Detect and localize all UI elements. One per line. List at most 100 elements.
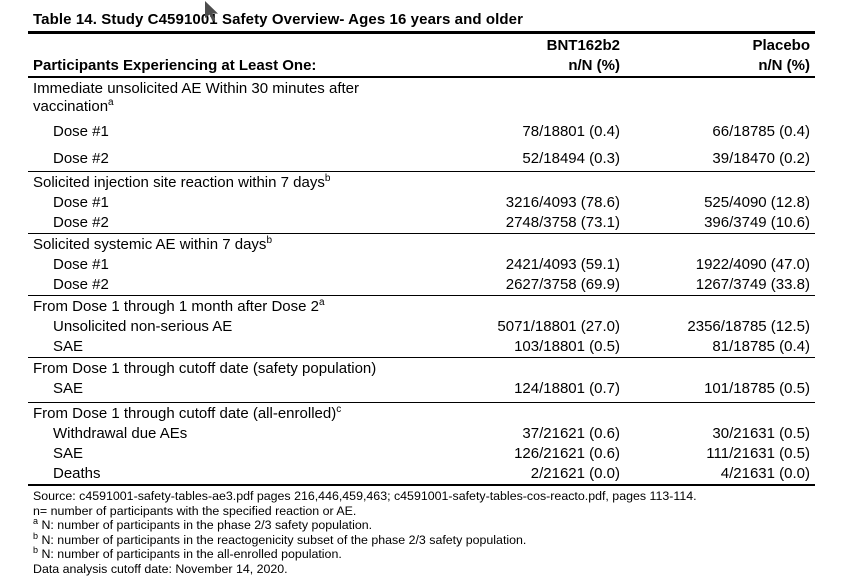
- placebo-value: 1267/3749 (33.8): [695, 276, 810, 293]
- table-row: Dose #2 2627/3758 (69.9) 1267/3749 (33.8…: [28, 275, 815, 296]
- section-header-line: From Dose 1 through 1 month after Dose 2…: [33, 297, 325, 316]
- row-label: Dose #2: [53, 276, 109, 293]
- bnt-value: 2748/3758 (73.1): [505, 214, 620, 231]
- footnote-marker: c: [336, 404, 342, 415]
- footnote-marker: a: [108, 97, 114, 108]
- row-label: Unsolicited non-serious AE: [53, 318, 233, 335]
- bnt-value: 126/21621 (0.6): [514, 445, 620, 462]
- section-header-line: From Dose 1 through cutoff date (safety …: [33, 360, 377, 377]
- section-header-line: Solicited systemic AE within 7 daysb: [33, 235, 272, 254]
- table-row: SAE 126/21621 (0.6) 111/21631 (0.5): [28, 444, 815, 464]
- bnt-value: 2627/3758 (69.9): [505, 276, 620, 293]
- group-header-spacer: [28, 34, 430, 56]
- sub-header-row: Participants Experiencing at Least One: …: [28, 56, 815, 77]
- placebo-value: 81/18785 (0.4): [712, 338, 810, 355]
- bnt-value: 2/21621 (0.0): [530, 465, 620, 482]
- footnote-marker: a: [318, 297, 325, 308]
- table-row: Dose #2 52/18494 (0.3) 39/18470 (0.2): [28, 144, 815, 172]
- table-row: Withdrawal due AEs 37/21621 (0.6) 30/216…: [28, 424, 815, 444]
- footnote-marker: b: [266, 235, 272, 246]
- group-header-row: BNT162b2 Placebo: [28, 34, 815, 56]
- table-title: Table 14. Study C4591001 Safety Overview…: [28, 9, 815, 34]
- footnote-line: b N: number of participants in the react…: [33, 530, 527, 547]
- row-label: SAE: [53, 445, 84, 462]
- placebo-subheader: n/N (%): [758, 57, 810, 74]
- footnote-line: Source: c4591001-safety-tables-ae3.pdf p…: [33, 489, 697, 503]
- row-label: Dose #2: [53, 214, 109, 231]
- footnote-marker: a: [33, 516, 39, 527]
- placebo-value: 396/3749 (10.6): [704, 214, 810, 231]
- section-header: Solicited systemic AE within 7 daysb: [28, 234, 815, 256]
- placebo-value: 66/18785 (0.4): [712, 123, 810, 140]
- section-header-row: From Dose 1 through cutoff date (all-enr…: [28, 403, 815, 425]
- section-header-line: From Dose 1 through cutoff date (all-enr…: [33, 404, 342, 423]
- placebo-value: 39/18470 (0.2): [712, 150, 810, 167]
- table-section: From Dose 1 through 1 month after Dose 2…: [28, 295, 815, 358]
- footnote-marker: b: [33, 545, 39, 556]
- section-header: From Dose 1 through cutoff date (all-enr…: [28, 403, 815, 425]
- section-header-row: Immediate unsolicited AE Within 30 minut…: [28, 77, 815, 117]
- section-header-line: Immediate unsolicited AE Within 30 minut…: [33, 80, 359, 97]
- table-row: Dose #1 2421/4093 (59.1) 1922/4090 (47.0…: [28, 255, 815, 275]
- footnotes: Source: c4591001-safety-tables-ae3.pdf p…: [28, 486, 815, 577]
- column-header-placebo: Placebo: [752, 37, 810, 54]
- table-row: SAE 124/18801 (0.7) 101/18785 (0.5): [28, 379, 815, 403]
- section-header-row: From Dose 1 through cutoff date (safety …: [28, 358, 815, 380]
- bnt-value: 78/18801 (0.4): [522, 123, 620, 140]
- table-section: From Dose 1 through cutoff date (all-enr…: [28, 402, 815, 486]
- table-row: Unsolicited non-serious AE 5071/18801 (2…: [28, 317, 815, 337]
- row-label: Deaths: [53, 465, 101, 482]
- bnt-value: 103/18801 (0.5): [514, 338, 620, 355]
- row-label: Dose #1: [53, 256, 109, 273]
- bnt-subheader: n/N (%): [568, 57, 620, 74]
- footnote-marker: b: [324, 173, 331, 184]
- placebo-value: 101/18785 (0.5): [704, 380, 810, 397]
- column-header-bnt162b2: BNT162b2: [546, 37, 620, 54]
- placebo-value: 1922/4090 (47.0): [695, 256, 810, 273]
- table-section: Solicited systemic AE within 7 daysb Dos…: [28, 233, 815, 296]
- placebo-value: 30/21631 (0.5): [712, 425, 810, 442]
- table-section: Solicited injection site reaction within…: [28, 171, 815, 234]
- section-header-line: vaccinationa: [33, 97, 114, 116]
- bnt-value: 5071/18801 (27.0): [497, 318, 620, 335]
- table-row: Dose #1 78/18801 (0.4) 66/18785 (0.4): [28, 117, 815, 144]
- footnote-line: a N: number of participants in the phase…: [33, 516, 373, 533]
- row-label: Dose #1: [53, 123, 109, 140]
- row-label: SAE: [53, 338, 84, 355]
- section-header: From Dose 1 through 1 month after Dose 2…: [28, 296, 815, 318]
- footnote-marker: b: [33, 530, 39, 541]
- participants-header-label: Participants Experiencing at Least One:: [33, 57, 317, 74]
- safety-overview-table: BNT162b2 Placebo Participants Experienci…: [28, 34, 815, 486]
- document-page: Table 14. Study C4591001 Safety Overview…: [28, 9, 815, 577]
- bnt-value: 124/18801 (0.7): [514, 380, 620, 397]
- footnote-line: Data analysis cutoff date: November 14, …: [33, 561, 288, 576]
- section-header: Immediate unsolicited AE Within 30 minut…: [28, 77, 815, 117]
- table-row: Dose #1 3216/4093 (78.6) 525/4090 (12.8): [28, 193, 815, 213]
- row-label: Dose #1: [53, 194, 109, 211]
- section-header-line: Solicited injection site reaction within…: [33, 173, 331, 192]
- bnt-value: 2421/4093 (59.1): [505, 256, 620, 273]
- footnote-line: b N: number of participants in the all-e…: [33, 545, 342, 562]
- table-row: SAE 103/18801 (0.5) 81/18785 (0.4): [28, 337, 815, 358]
- section-header: Solicited injection site reaction within…: [28, 172, 815, 194]
- section-header-row: Solicited systemic AE within 7 daysb: [28, 234, 815, 256]
- placebo-value: 2356/18785 (12.5): [687, 318, 810, 335]
- placebo-value: 111/21631 (0.5): [706, 445, 810, 462]
- table-section: Immediate unsolicited AE Within 30 minut…: [28, 77, 815, 172]
- row-label: Withdrawal due AEs: [53, 425, 188, 442]
- bnt-value: 37/21621 (0.6): [522, 425, 620, 442]
- placebo-value: 525/4090 (12.8): [704, 194, 810, 211]
- section-header: From Dose 1 through cutoff date (safety …: [28, 358, 815, 380]
- table-section: From Dose 1 through cutoff date (safety …: [28, 357, 815, 403]
- placebo-value: 4/21631 (0.0): [720, 465, 810, 482]
- section-header-row: From Dose 1 through 1 month after Dose 2…: [28, 296, 815, 318]
- table-row: Deaths 2/21621 (0.0) 4/21631 (0.0): [28, 464, 815, 485]
- section-header-row: Solicited injection site reaction within…: [28, 172, 815, 194]
- row-label: Dose #2: [53, 150, 109, 167]
- footnote-line: n= number of participants with the speci…: [33, 503, 357, 518]
- table-row: Dose #2 2748/3758 (73.1) 396/3749 (10.6): [28, 213, 815, 234]
- table-header: BNT162b2 Placebo Participants Experienci…: [28, 34, 815, 77]
- row-label: SAE: [53, 380, 84, 397]
- bnt-value: 52/18494 (0.3): [522, 150, 620, 167]
- bnt-value: 3216/4093 (78.6): [505, 194, 620, 211]
